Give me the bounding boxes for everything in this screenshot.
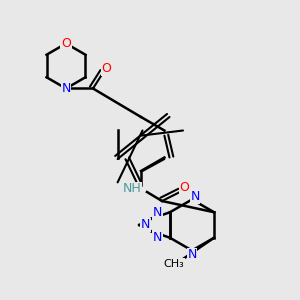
Text: CH₃: CH₃ [164,259,184,269]
Text: N: N [190,190,200,203]
Text: NH: NH [123,182,141,196]
Text: O: O [180,181,189,194]
Text: N: N [141,218,150,232]
Text: O: O [102,62,111,76]
Text: N: N [153,206,162,219]
Text: O: O [61,37,71,50]
Text: N: N [153,231,162,244]
Text: N: N [61,82,71,95]
Text: N: N [187,248,197,262]
